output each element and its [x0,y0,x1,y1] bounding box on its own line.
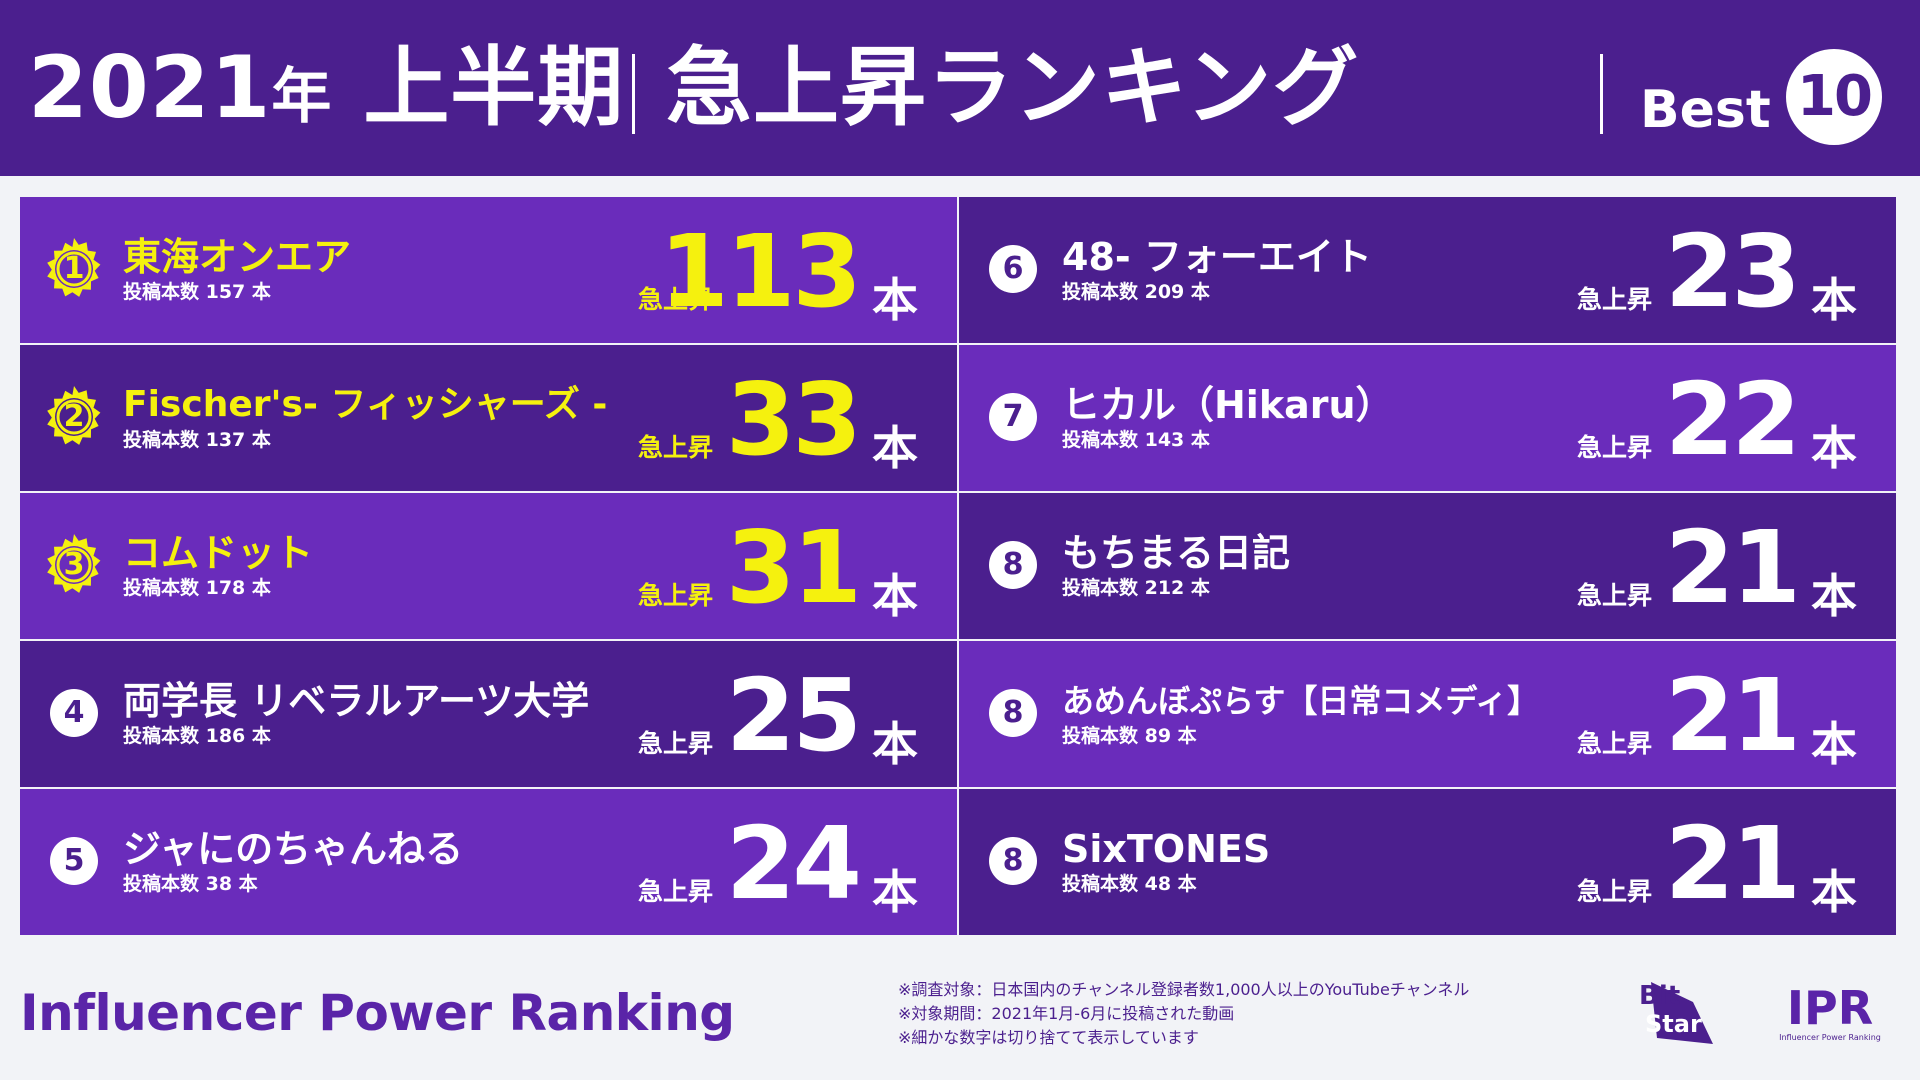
title-year: 2021 [28,38,272,138]
post-count: 投稿本数 143 本 [1062,429,1210,451]
rise-count: 25 [725,657,862,774]
ipr-mark: IPR [1787,981,1873,1035]
rank-number: 7 [989,393,1037,441]
rank-number: 8 [989,837,1037,885]
rank-number: 6 [989,245,1037,293]
title-ranking: 急上昇ランキング [666,38,1360,138]
unit-label: 本 [872,717,918,771]
footer-title: Influencer Power Ranking [20,984,735,1042]
channel-name: Fischer's- フィッシャーズ - [123,384,608,425]
rise-label: 急上昇 [638,729,714,758]
ranking-row: 8 SixTONES 投稿本数 48 本 急上昇 21 本 [959,789,1896,935]
title-divider [632,54,635,134]
unit-label: 本 [1811,273,1857,327]
rise-count: 113 [659,213,862,330]
unit-label: 本 [872,865,918,919]
gold-medal-icon [42,385,106,449]
rise-count: 21 [1664,657,1801,774]
best-divider [1600,54,1603,134]
bitstar-line1: Bit [1639,981,1680,1011]
ranking-row: 7 ヒカル（Hikaru） 投稿本数 143 本 急上昇 22 本 [959,345,1896,491]
gold-medal-icon [42,237,106,301]
rise-label: 急上昇 [1577,877,1653,906]
channel-name: もちまる日記 [1062,531,1291,575]
post-count: 投稿本数 89 本 [1062,725,1197,747]
channel-name: 東海オンエア [123,235,352,279]
ranking-row: 8 もちまる日記 投稿本数 212 本 急上昇 21 本 [959,493,1896,639]
bitstar-logo: Bit Star [1635,976,1713,1044]
unit-label: 本 [872,421,918,475]
rise-label: 急上昇 [1577,433,1653,462]
rise-label: 急上昇 [1577,729,1653,758]
bitstar-line2: Star [1645,1010,1702,1038]
channel-name: 両学長 リベラルアーツ大学 [123,679,590,723]
rise-count: 21 [1664,509,1801,626]
footnote-scope: ※調査対象：日本国内のチャンネル登録者数1,000人以上のYouTubeチャンネ… [898,980,1470,999]
title-nen: 年 [271,62,333,132]
rise-label: 急上昇 [638,285,714,314]
ranking-row: 2 Fischer's- フィッシャーズ - 投稿本数 137 本 急上昇 33… [20,345,957,491]
post-count: 投稿本数 38 本 [123,873,258,895]
rank-number: 2 [63,399,85,434]
rise-label: 急上昇 [1577,581,1653,610]
ipr-logo: IPR Influencer Power Ranking [1775,980,1885,1046]
post-count: 投稿本数 137 本 [123,429,271,451]
page-title: 2021年 上半期 [28,38,624,147]
ranking-row: 5 ジャにのちゃんねる 投稿本数 38 本 急上昇 24 本 [20,789,957,935]
channel-name: SixTONES [1062,827,1271,871]
rank-number: 8 [989,541,1037,589]
rise-label: 急上昇 [638,877,714,906]
post-count: 投稿本数 178 本 [123,577,271,599]
title-period: 上半期 [363,38,625,138]
post-count: 投稿本数 212 本 [1062,577,1210,599]
ranking-row: 3 コムドット 投稿本数 178 本 急上昇 31 本 [20,493,957,639]
rank-number: 4 [50,689,98,737]
rank-number: 5 [50,837,98,885]
rise-count: 23 [1664,213,1801,330]
header-banner: 2021年 上半期 急上昇ランキング Best 10 [0,0,1920,176]
channel-name: 48- フォーエイト [1062,235,1372,279]
unit-label: 本 [872,273,918,327]
footnote-period: ※対象期間：2021年1月-6月に投稿された動画 [898,1004,1235,1023]
rank-number: 8 [989,689,1037,737]
unit-label: 本 [1811,421,1857,475]
unit-label: 本 [1811,865,1857,919]
channel-name: ジャにのちゃんねる [123,827,464,871]
channel-name: あめんぼぷらす【日常コメディ】 [1062,682,1540,720]
unit-label: 本 [1811,717,1857,771]
rise-count: 24 [725,805,862,922]
best-count-badge: 10 [1786,49,1882,145]
channel-name: コムドット [123,531,314,575]
channel-name: ヒカル（Hikaru） [1062,383,1394,427]
rise-count: 22 [1664,361,1801,478]
rise-count: 21 [1664,805,1801,922]
rise-count: 33 [725,361,862,478]
post-count: 投稿本数 48 本 [1062,873,1197,895]
best-label: Best [1640,80,1771,140]
gold-medal-icon [42,533,106,597]
post-count: 投稿本数 186 本 [123,725,271,747]
ranking-row: 6 48- フォーエイト 投稿本数 209 本 急上昇 23 本 [959,197,1896,343]
post-count: 投稿本数 157 本 [123,281,271,303]
unit-label: 本 [872,569,918,623]
rank-number: 3 [63,547,85,582]
footnotes: ※調査対象：日本国内のチャンネル登録者数1,000人以上のYouTubeチャンネ… [898,978,1469,1050]
post-count: 投稿本数 209 本 [1062,281,1210,303]
ranking-row: 1 東海オンエア 投稿本数 157 本 急上昇 113 本 [20,197,957,343]
rise-label: 急上昇 [1577,285,1653,314]
rank-number: 1 [63,251,85,286]
footnote-rounding: ※細かな数字は切り捨てて表示しています [898,1028,1199,1047]
ranking-row: 8 あめんぼぷらす【日常コメディ】 投稿本数 89 本 急上昇 21 本 [959,641,1896,787]
ranking-row: 4 両学長 リベラルアーツ大学 投稿本数 186 本 急上昇 25 本 [20,641,957,787]
ipr-subtitle: Influencer Power Ranking [1779,1033,1881,1042]
rise-count: 31 [725,509,862,626]
rise-label: 急上昇 [638,581,714,610]
rise-label: 急上昇 [638,433,714,462]
unit-label: 本 [1811,569,1857,623]
